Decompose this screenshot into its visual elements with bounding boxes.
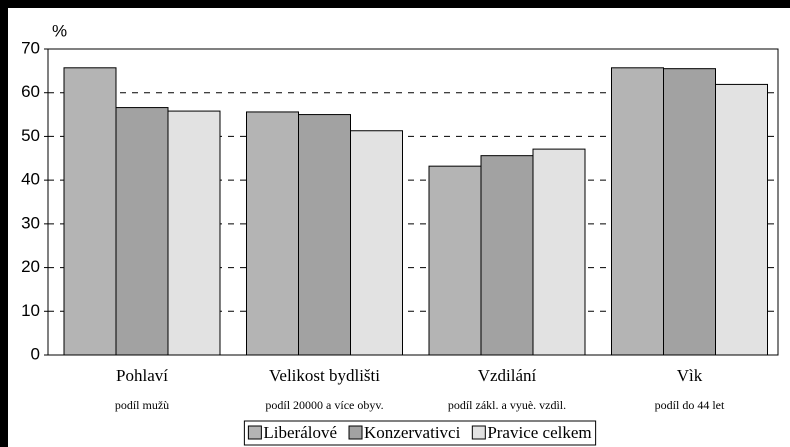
bar bbox=[63, 67, 117, 356]
bar bbox=[350, 130, 403, 356]
bar bbox=[246, 111, 299, 356]
bar bbox=[715, 83, 768, 356]
x-sublabel: podíl do 44 let bbox=[655, 398, 725, 412]
bar bbox=[611, 67, 664, 356]
y-tick-label: 40 bbox=[21, 170, 40, 189]
x-tick-label: Velikost bydlišti bbox=[269, 366, 380, 385]
x-tick-label: Vìk bbox=[677, 366, 703, 385]
legend-label: Konzervativci bbox=[364, 423, 461, 442]
bar bbox=[480, 155, 534, 356]
x-sublabel: podíl mužù bbox=[115, 398, 169, 412]
x-tick-label: Vzdilání bbox=[478, 366, 537, 385]
bar bbox=[115, 107, 169, 356]
bar bbox=[167, 110, 221, 356]
legend-swatch bbox=[247, 425, 262, 440]
frame-left bbox=[0, 0, 8, 447]
legend-label: Liberálové bbox=[263, 423, 337, 442]
x-sublabel: podíl 20000 a více obyv. bbox=[265, 398, 383, 412]
legend-swatch bbox=[348, 425, 363, 440]
legend-swatch bbox=[471, 425, 486, 440]
legend-label: Pravice celkem bbox=[487, 423, 591, 442]
bar bbox=[298, 114, 351, 356]
frame-top bbox=[0, 0, 790, 8]
legend-box bbox=[243, 420, 597, 446]
x-tick-label: Pohlaví bbox=[116, 366, 168, 385]
x-sublabel: podíl zákl. a vyuè. vzdìl. bbox=[448, 398, 566, 412]
y-tick-label: 0 bbox=[31, 344, 40, 363]
bar bbox=[532, 148, 586, 356]
y-tick-label: 70 bbox=[21, 38, 40, 57]
y-axis-label: % bbox=[52, 21, 67, 40]
bar bbox=[663, 68, 716, 356]
y-tick-label: 10 bbox=[21, 301, 40, 320]
bar bbox=[428, 165, 482, 356]
y-tick-label: 20 bbox=[21, 257, 40, 276]
y-tick-label: 30 bbox=[21, 213, 40, 232]
y-tick-label: 50 bbox=[21, 126, 40, 145]
y-tick-label: 60 bbox=[21, 82, 40, 101]
